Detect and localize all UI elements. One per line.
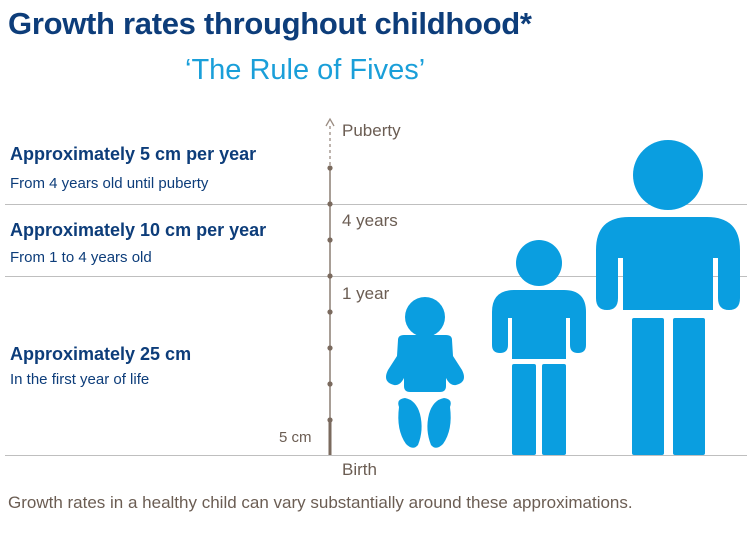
axis-ticks <box>327 165 333 423</box>
axis-label-4-years: 4 years <box>342 211 398 230</box>
divider-birth <box>5 455 747 456</box>
band-heading-infant: Approximately 25 cm <box>10 344 192 364</box>
axis-tick <box>327 165 333 171</box>
band-heading-puberty: Approximately 5 cm per year <box>10 144 257 164</box>
divider-4-years <box>5 204 747 205</box>
axis-tick <box>327 201 333 207</box>
growth-axis <box>325 117 335 455</box>
baby-icon <box>386 297 464 448</box>
band-heading-toddler: Approximately 10 cm per year <box>10 220 267 240</box>
axis-tick <box>327 381 333 387</box>
axis-tick <box>327 237 333 243</box>
axis-tick <box>327 273 333 279</box>
axis-label-birth: Birth <box>342 460 377 479</box>
axis-arrowhead <box>325 117 335 127</box>
band-subtext-puberty: From 4 years old until puberty <box>10 175 209 192</box>
page-subtitle: ‘The Rule of Fives’ <box>185 54 426 86</box>
child-icon <box>596 140 740 455</box>
axis-label-puberty: Puberty <box>342 121 401 140</box>
band-subtext-toddler: From 1 to 4 years old <box>10 249 152 266</box>
divider-1-year <box>5 276 747 277</box>
scale-label: 5 cm <box>279 429 312 446</box>
page-title: Growth rates throughout childhood* <box>8 6 532 41</box>
band-subtext-infant: In the first year of life <box>10 371 150 388</box>
axis-tick <box>327 417 333 423</box>
footer-note: Growth rates in a healthy child can vary… <box>8 493 633 512</box>
axis-tick <box>327 309 333 315</box>
axis-label-1-year: 1 year <box>342 284 390 303</box>
axis-tick <box>327 345 333 351</box>
toddler-icon <box>492 240 586 455</box>
